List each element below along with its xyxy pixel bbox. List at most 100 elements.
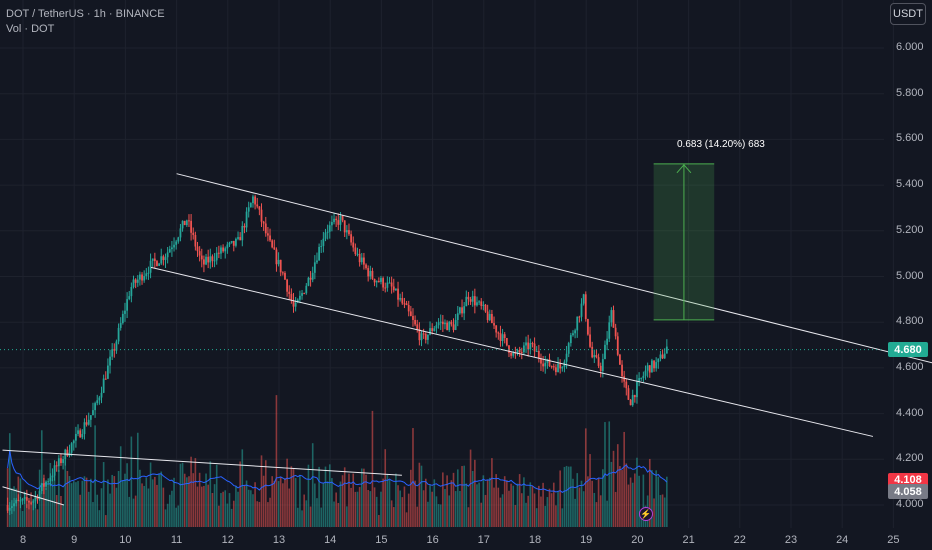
- symbol-title[interactable]: DOT / TetherUS · 1h · BINANCE: [6, 8, 165, 20]
- candle-body: [386, 282, 389, 288]
- lightning-icon[interactable]: ⚡: [639, 507, 653, 521]
- candle-body: [226, 244, 229, 249]
- volume-bar: [651, 470, 653, 527]
- volume-bar: [542, 482, 544, 527]
- volume-bar: [194, 458, 197, 527]
- volume-bar: [149, 462, 152, 527]
- volume-bar: [324, 466, 327, 527]
- candle-body: [303, 293, 306, 295]
- volume-bar: [527, 495, 529, 527]
- candle-body: [363, 257, 365, 265]
- candle-body: [333, 218, 335, 223]
- volume-bar: [254, 482, 256, 527]
- volume-bar: [390, 500, 393, 527]
- volume-bar: [6, 468, 9, 527]
- candle-body: [249, 203, 252, 208]
- candle-body: [531, 343, 534, 345]
- volume-bar: [188, 476, 190, 527]
- volume-bar: [631, 482, 634, 527]
- candle-body: [424, 333, 427, 340]
- candle-body: [183, 220, 186, 226]
- volume-bar: [582, 491, 585, 527]
- candle-body: [139, 274, 141, 280]
- candle-body: [392, 286, 395, 291]
- candle-body: [578, 316, 581, 318]
- volume-bar: [211, 492, 214, 527]
- candle-body: [245, 211, 248, 228]
- price-range-measure[interactable]: [653, 163, 715, 321]
- volume-bar: [303, 494, 305, 527]
- candle-body: [459, 307, 461, 314]
- volume-bar: [21, 511, 24, 527]
- currency-button[interactable]: USDT: [890, 3, 926, 25]
- candle-body: [435, 325, 438, 329]
- volume-bar: [341, 475, 344, 527]
- volume-bar: [85, 477, 88, 527]
- volume-bar: [226, 503, 229, 527]
- candle-body: [373, 278, 376, 283]
- time-tick-label: 16: [426, 534, 439, 546]
- trendlines[interactable]: [2, 173, 932, 506]
- candle-body: [614, 327, 617, 337]
- candle-body: [241, 225, 244, 241]
- candle-body: [232, 240, 235, 246]
- candle-body: [301, 293, 303, 296]
- candle-body: [608, 322, 611, 339]
- candle-body: [243, 225, 246, 228]
- candle-body: [156, 261, 158, 266]
- volume-bar: [68, 476, 71, 527]
- candle-body: [433, 328, 436, 332]
- candle-body: [313, 262, 316, 273]
- candle-body: [205, 256, 207, 265]
- volume-bar: [145, 477, 148, 527]
- volume-bar: [58, 469, 60, 527]
- candle-body: [19, 500, 22, 502]
- candle-body: [520, 352, 523, 354]
- volume-bar: [395, 473, 397, 527]
- candle-body: [299, 295, 301, 300]
- volume-bar: [288, 488, 291, 527]
- time-tick-label: 14: [324, 534, 337, 546]
- volume-bar: [580, 480, 583, 527]
- volume-bar: [90, 478, 92, 527]
- candle-body: [181, 220, 184, 229]
- candle-body: [185, 220, 188, 226]
- volume-bar: [552, 482, 555, 527]
- volume-bar: [495, 474, 497, 527]
- price-tick-label: 4.400: [896, 406, 924, 419]
- volume-bar: [34, 500, 37, 527]
- candle-body: [444, 322, 446, 325]
- candle-body: [247, 207, 250, 212]
- candle-body: [8, 507, 11, 511]
- volume-bar: [454, 491, 457, 527]
- candle-body: [102, 378, 105, 393]
- volume-bar: [482, 475, 485, 527]
- volume-bar: [301, 510, 303, 527]
- candle-body: [448, 321, 451, 331]
- volume-bar: [115, 487, 118, 527]
- volume-bar: [397, 485, 399, 527]
- volume-bar: [405, 512, 408, 527]
- volume-bar: [326, 481, 329, 527]
- candle-body: [380, 278, 382, 282]
- volume-legend[interactable]: Vol · DOT: [6, 23, 55, 35]
- price-tick-label: 4.800: [896, 315, 924, 328]
- volume-bar: [614, 491, 617, 527]
- candle-body: [275, 249, 278, 265]
- volume-bar: [277, 481, 280, 527]
- candle-body: [72, 440, 75, 444]
- candle-body: [420, 333, 423, 341]
- candle-body: [414, 319, 417, 325]
- volume-bar: [273, 480, 276, 527]
- candle-body: [264, 223, 267, 234]
- volume-bar: [510, 483, 512, 527]
- candle-body: [149, 260, 152, 273]
- candle-body: [493, 323, 495, 326]
- time-tick-label: 9: [71, 534, 78, 546]
- candle-body: [478, 301, 481, 303]
- volume-bar: [143, 485, 145, 527]
- volume-bar: [597, 478, 600, 527]
- candle-body: [574, 330, 577, 334]
- candle-body: [486, 311, 489, 321]
